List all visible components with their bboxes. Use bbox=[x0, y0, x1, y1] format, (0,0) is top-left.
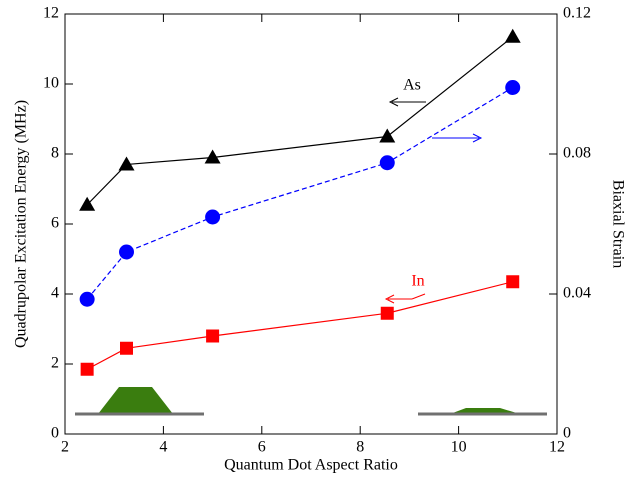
series-line bbox=[86, 86, 514, 300]
y-tick-label: 10 bbox=[43, 75, 59, 92]
y-axis-label: Quadrupolar Excitation Energy (MHz) bbox=[13, 100, 30, 348]
dot-shape-right bbox=[418, 408, 547, 416]
plot-frame bbox=[64, 13, 558, 435]
annotation: In bbox=[411, 273, 424, 290]
x-tick-label: 2 bbox=[61, 439, 69, 456]
y2-tick-label: 0.08 bbox=[563, 145, 591, 162]
marker bbox=[205, 209, 221, 225]
marker bbox=[119, 244, 134, 260]
marker bbox=[206, 329, 220, 343]
y-tick-label: 12 bbox=[43, 5, 59, 22]
marker bbox=[120, 341, 133, 355]
marker bbox=[204, 149, 221, 164]
marker bbox=[379, 155, 395, 171]
annotation: As bbox=[403, 77, 421, 94]
x-tick-label: 6 bbox=[258, 439, 266, 456]
marker bbox=[504, 28, 521, 43]
marker bbox=[505, 80, 521, 95]
y2-axis-label: Biaxial Strain bbox=[609, 180, 626, 268]
marker bbox=[379, 128, 396, 143]
y-tick-label: 4 bbox=[51, 285, 59, 302]
y-tick-label: 8 bbox=[51, 145, 59, 162]
y-tick-label: 6 bbox=[51, 215, 59, 232]
y-tick-label: 2 bbox=[51, 355, 59, 372]
y2-tick-label: 0.04 bbox=[563, 285, 591, 302]
x-axis-label: Quantum Dot Aspect Ratio bbox=[224, 457, 398, 474]
marker bbox=[80, 362, 94, 376]
series-line bbox=[86, 281, 513, 370]
marker bbox=[79, 196, 96, 211]
y-tick-label: 0 bbox=[51, 425, 59, 442]
annotation-arrows bbox=[384, 97, 483, 304]
series-line bbox=[86, 36, 514, 206]
marker bbox=[118, 156, 135, 171]
marker bbox=[79, 291, 95, 307]
marker bbox=[506, 275, 520, 289]
marker bbox=[380, 306, 394, 320]
x-tick-label: 4 bbox=[159, 439, 167, 456]
x-tick-label: 8 bbox=[356, 439, 364, 456]
dot-shape-left bbox=[75, 387, 204, 416]
y2-tick-label: 0 bbox=[563, 425, 571, 442]
x-tick-label: 12 bbox=[549, 439, 565, 456]
y2-tick-label: 0.12 bbox=[563, 5, 591, 22]
x-tick-label: 10 bbox=[451, 439, 467, 456]
